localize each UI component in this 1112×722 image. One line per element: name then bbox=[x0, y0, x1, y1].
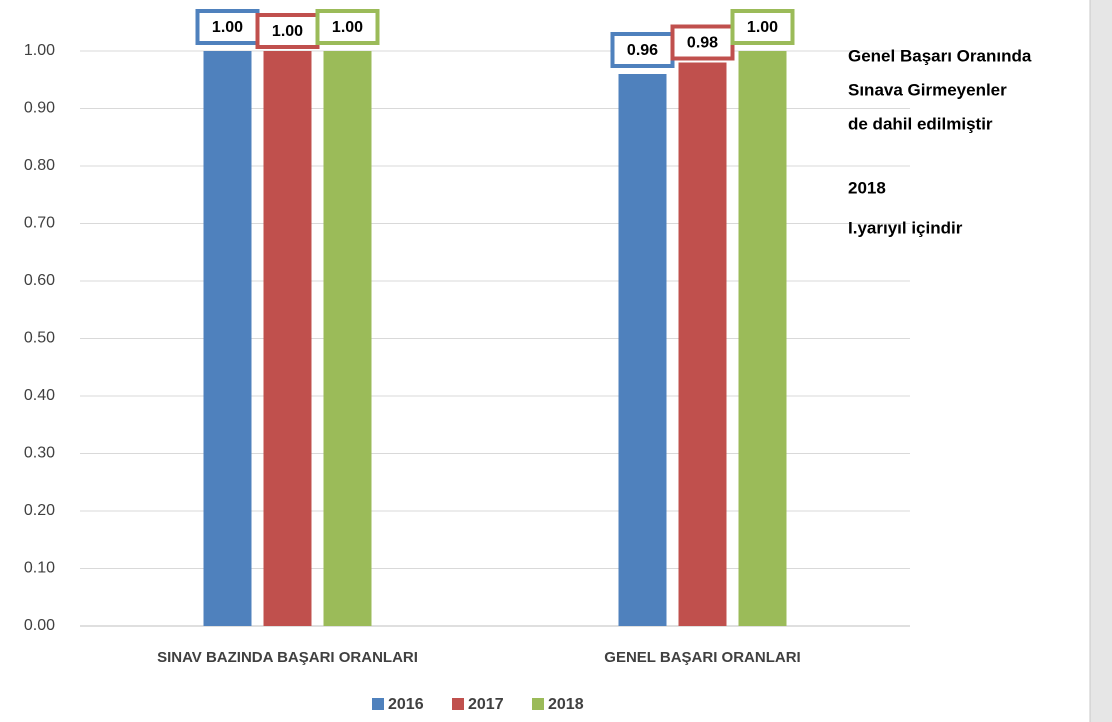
y-tick-label: 0.90 bbox=[24, 100, 55, 117]
x-tick-label: GENEL BAŞARI ORANLARI bbox=[604, 649, 800, 666]
annotation: 2018 bbox=[848, 178, 886, 197]
bar bbox=[323, 51, 372, 626]
y-tick-label: 0.40 bbox=[24, 387, 55, 404]
value-label: 1.00 bbox=[332, 19, 363, 36]
bar bbox=[203, 51, 252, 626]
bar bbox=[678, 62, 727, 626]
y-tick-label: 0.10 bbox=[24, 560, 55, 577]
side-strip bbox=[1090, 0, 1112, 722]
y-tick-label: 0.70 bbox=[24, 215, 55, 232]
value-label-box bbox=[255, 13, 320, 49]
y-tick-label: 0.50 bbox=[24, 330, 55, 347]
value-label-box bbox=[315, 9, 380, 45]
annotation: Genel Başarı Oranında bbox=[848, 46, 1032, 65]
annotation: Sınava Girmeyenler bbox=[848, 80, 1007, 99]
legend-swatch bbox=[452, 698, 464, 710]
legend-swatch bbox=[532, 698, 544, 710]
y-tick-label: 0.60 bbox=[24, 272, 55, 289]
value-label: 1.00 bbox=[272, 23, 303, 40]
annotation: I.yarıyıl içindir bbox=[848, 218, 963, 237]
value-label-box bbox=[730, 9, 795, 45]
legend-swatch bbox=[372, 698, 384, 710]
value-label-box bbox=[670, 24, 735, 61]
value-label: 0.98 bbox=[687, 35, 718, 52]
value-label: 0.96 bbox=[627, 42, 658, 59]
legend-label: 2017 bbox=[468, 696, 504, 713]
y-tick-label: 0.00 bbox=[24, 617, 55, 634]
bar bbox=[263, 51, 312, 626]
annotation: de dahil edilmiştir bbox=[848, 114, 993, 133]
y-tick-label: 1.00 bbox=[24, 42, 55, 59]
bar bbox=[738, 51, 787, 626]
legend-label: 2018 bbox=[548, 696, 584, 713]
bar bbox=[618, 74, 667, 626]
value-label: 1.00 bbox=[747, 19, 778, 36]
value-label: 1.00 bbox=[212, 19, 243, 36]
y-tick-label: 0.20 bbox=[24, 502, 55, 519]
y-tick-label: 0.30 bbox=[24, 445, 55, 462]
legend-label: 2016 bbox=[388, 696, 424, 713]
x-tick-label: SINAV BAZINDA BAŞARI ORANLARI bbox=[157, 649, 418, 666]
y-tick-label: 0.80 bbox=[24, 157, 55, 174]
